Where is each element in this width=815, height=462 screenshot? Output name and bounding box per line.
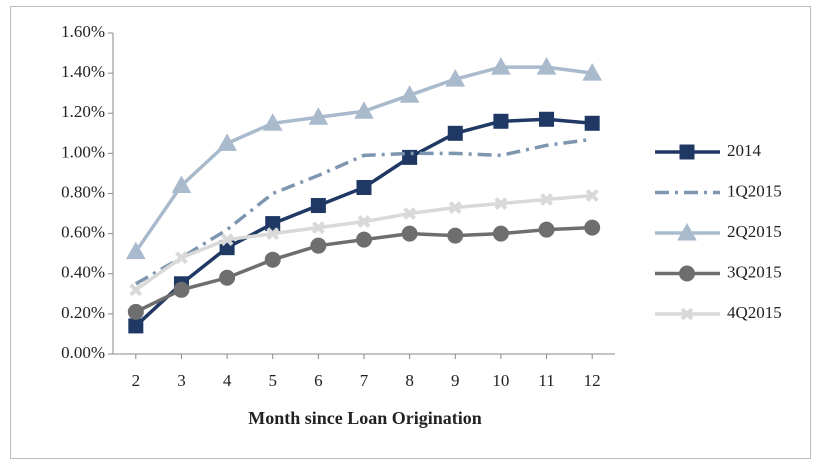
marker: [356, 231, 372, 248]
marker: [445, 69, 466, 87]
marker: [310, 198, 326, 214]
legend-label: 2Q2015: [727, 222, 782, 241]
y-tick-label: 1.40%: [61, 62, 105, 81]
legend-label: 3Q2015: [727, 262, 782, 281]
marker: [585, 189, 599, 202]
marker: [538, 221, 555, 238]
marker: [536, 57, 557, 75]
marker: [402, 149, 418, 165]
marker: [173, 281, 190, 298]
x-axis-label: Month since Loan Origination: [248, 408, 482, 428]
marker: [310, 237, 327, 254]
marker: [493, 113, 509, 129]
marker: [220, 233, 234, 247]
marker: [127, 303, 144, 320]
marker: [266, 227, 280, 241]
marker: [264, 251, 281, 268]
marker: [447, 125, 463, 141]
marker: [401, 225, 418, 242]
marker: [540, 193, 553, 206]
x-tick-label: 3: [177, 371, 186, 390]
x-tick-label: 12: [584, 371, 601, 390]
legend-marker: [679, 265, 695, 282]
marker: [539, 111, 555, 127]
marker: [129, 283, 143, 297]
y-tick-label: 1.00%: [61, 142, 105, 161]
marker: [265, 216, 281, 232]
y-tick-label: 0.60%: [61, 223, 105, 242]
x-tick-label: 11: [538, 371, 554, 390]
x-tick-label: 2: [132, 371, 141, 390]
x-tick-label: 6: [314, 371, 323, 390]
marker: [491, 57, 511, 75]
marker: [582, 63, 603, 81]
legend-label: 2014: [727, 141, 762, 160]
x-tick-label: 7: [360, 371, 369, 390]
legend-marker: [679, 144, 695, 160]
series-line: [134, 137, 593, 286]
legend-marker: [680, 307, 694, 321]
y-tick-label: 0.20%: [61, 303, 105, 322]
marker: [584, 115, 600, 131]
marker: [356, 179, 372, 195]
legend-label: 4Q2015: [727, 303, 782, 322]
x-tick-label: 8: [405, 371, 414, 390]
marker: [403, 207, 417, 220]
marker: [354, 101, 374, 119]
marker: [262, 113, 283, 131]
x-tick-label: 10: [492, 371, 509, 390]
y-tick-label: 1.20%: [61, 102, 105, 121]
y-tick-label: 0.80%: [61, 182, 105, 201]
y-tick-label: 1.60%: [61, 22, 105, 41]
marker: [399, 85, 420, 103]
marker: [217, 133, 237, 151]
marker: [128, 318, 144, 334]
marker: [494, 197, 508, 210]
legend-marker: [677, 222, 697, 241]
y-tick-label: 0.40%: [61, 263, 105, 282]
marker: [447, 227, 464, 244]
marker: [125, 241, 146, 260]
x-tick-label: 4: [223, 371, 232, 390]
x-tick-label: 9: [451, 371, 460, 390]
y-tick-label: 0.00%: [61, 343, 105, 362]
marker: [175, 251, 188, 265]
marker: [492, 225, 509, 242]
marker: [219, 269, 236, 286]
marker: [448, 201, 462, 214]
marker: [171, 175, 192, 193]
marker: [584, 219, 601, 236]
legend-label: 1Q2015: [727, 181, 782, 200]
marker: [311, 221, 325, 235]
x-tick-label: 5: [268, 371, 277, 390]
marker: [357, 215, 371, 229]
marker: [308, 107, 329, 125]
